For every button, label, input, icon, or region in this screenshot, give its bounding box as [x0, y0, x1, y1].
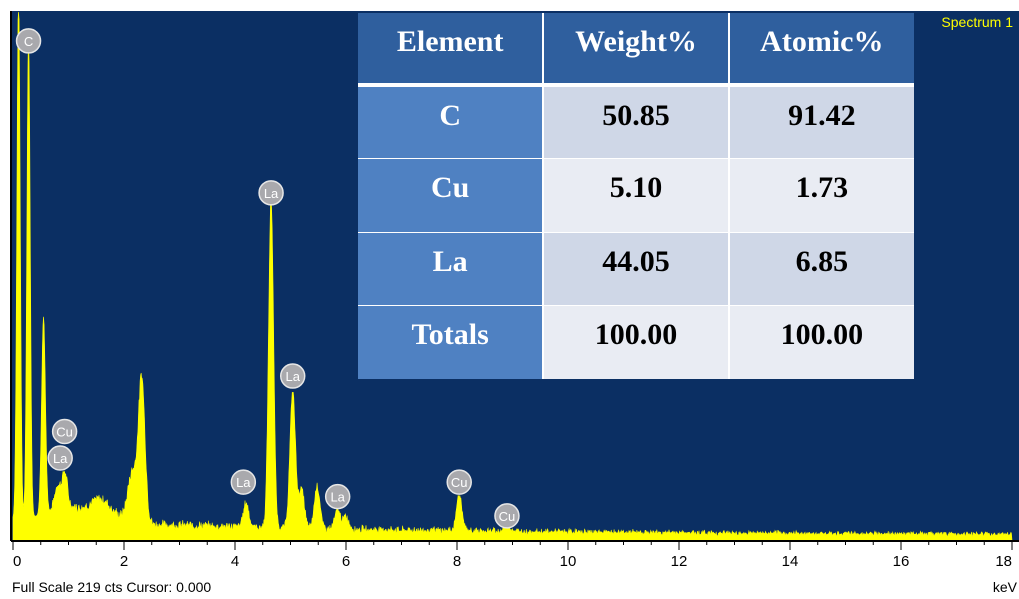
cell-weight: 5.10 [543, 158, 730, 232]
x-tick-label: 14 [782, 553, 799, 570]
peak-label-cu: Cu [51, 418, 78, 445]
table-row: Cu 5.10 1.73 [358, 158, 914, 232]
cell-atomic: 1.73 [728, 158, 914, 232]
cell-atomic: 91.42 [728, 84, 914, 159]
peak-label-la: La [258, 180, 284, 206]
peak-label-text: C [24, 34, 33, 49]
cell-element: C [358, 84, 545, 159]
peak-label-la: La [230, 469, 257, 495]
cell-element: Totals [358, 305, 545, 379]
peak-label-badge [51, 418, 78, 445]
peak-label-text: La [53, 451, 68, 466]
peak-label-badge [15, 28, 42, 54]
peak-label-c: C [15, 28, 42, 54]
x-tick-label: 4 [231, 553, 239, 570]
peak-label-layer: C Cu La La La La La Cu Cu [15, 28, 520, 529]
x-tick-label: 18 [995, 553, 1012, 570]
cell-atomic: 100.00 [728, 305, 914, 379]
cell-weight: 50.85 [543, 84, 730, 159]
x-tick-label: 2 [120, 553, 128, 570]
peak-label-cu: Cu [494, 503, 520, 529]
peak-label-text: La [285, 369, 300, 384]
peak-label-text: Cu [56, 425, 73, 440]
peak-label-badge [446, 469, 472, 495]
header-weight: Weight% [543, 13, 730, 85]
x-tick-label: 8 [453, 553, 461, 570]
cell-atomic: 6.85 [728, 231, 914, 306]
spectrum-area-layer [12, 11, 1013, 541]
peak-label-badge [279, 363, 306, 389]
composition-table: Element Weight% Atomic% C 50.85 91.42 Cu… [358, 13, 914, 379]
peak-label-text: La [330, 490, 345, 505]
peak-label-badge [230, 469, 257, 495]
x-unit-label: keV [993, 579, 1018, 595]
peak-label-text: La [236, 475, 251, 490]
peak-label-text: Cu [499, 509, 516, 524]
footer-status-text: Full Scale 219 cts Cursor: 0.000 [12, 579, 211, 595]
peak-label-badge [47, 445, 73, 471]
peak-label-badge [494, 503, 520, 529]
header-atomic: Atomic% [728, 13, 914, 85]
x-tick-label: 0 [13, 553, 21, 570]
x-tick-label: 16 [893, 553, 910, 570]
spectrum-area [12, 11, 1013, 541]
table-row: Totals 100.00 100.00 [358, 305, 914, 379]
cell-weight: 44.05 [543, 231, 730, 306]
header-element: Element [358, 13, 545, 85]
cell-element: Cu [358, 158, 545, 232]
x-tick-layer: 0 2 4 6 8 10 12 14 16 18 [12, 541, 1013, 570]
cell-weight: 100.00 [543, 305, 730, 379]
peak-label-badge [258, 180, 284, 206]
table-header-row: Element Weight% Atomic% [358, 13, 914, 85]
peak-label-text: La [264, 186, 279, 201]
x-tick-label: 10 [560, 553, 577, 570]
peak-label-la: La [324, 483, 351, 510]
x-tick-label: 12 [671, 553, 688, 570]
x-tick-label: 6 [342, 553, 350, 570]
peak-label-text: Cu [451, 475, 468, 490]
peak-label-la: La [279, 363, 306, 389]
spectrum-label: Spectrum 1 [941, 14, 1013, 30]
peak-label-la: La [47, 445, 73, 471]
table-row: C 50.85 91.42 [358, 84, 914, 159]
peak-label-cu: Cu [446, 469, 472, 495]
peak-label-badge [324, 483, 351, 510]
table-row: La 44.05 6.85 [358, 231, 914, 306]
cell-element: La [358, 231, 545, 306]
